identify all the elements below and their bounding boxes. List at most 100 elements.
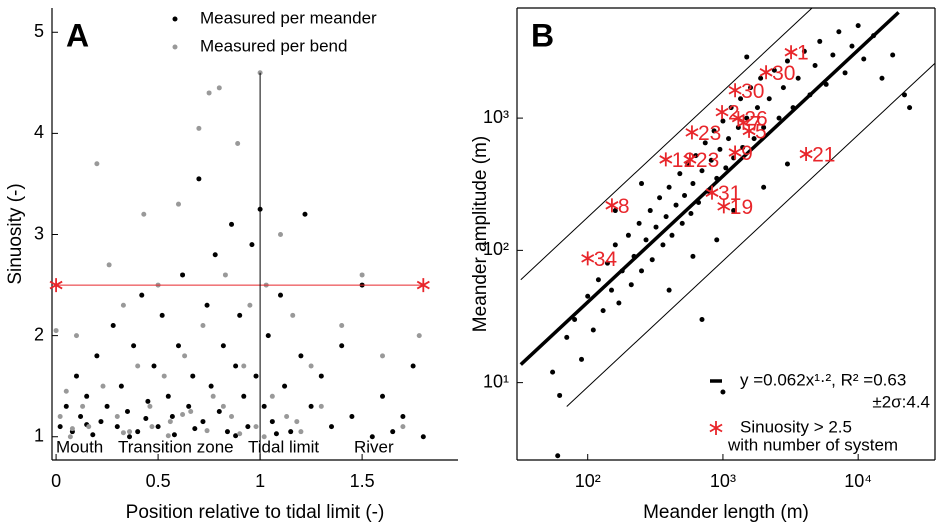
data-point	[143, 416, 149, 422]
data-point	[159, 312, 165, 318]
star-marker	[709, 421, 723, 435]
star-marker	[705, 185, 719, 200]
star-marker	[717, 199, 731, 214]
data-point	[751, 136, 757, 142]
data-point	[688, 210, 694, 216]
legend-label: Measured per meander	[200, 8, 377, 27]
x-tick-label: 10⁴	[844, 471, 872, 491]
system-label: 30	[772, 62, 795, 85]
star-marker	[605, 198, 619, 213]
data-point	[784, 161, 790, 167]
data-point	[141, 211, 147, 217]
star-marker	[728, 83, 742, 98]
legend-marker	[172, 44, 178, 50]
data-point	[269, 393, 275, 399]
data-point	[180, 411, 186, 417]
y-axis-title: Meander amplitude (m)	[470, 136, 491, 332]
data-point	[165, 393, 171, 399]
panel-label: B	[531, 17, 554, 53]
data-point	[220, 403, 226, 409]
data-point	[192, 426, 198, 432]
data-point	[241, 363, 247, 369]
data-point	[723, 165, 729, 171]
data-point	[241, 393, 247, 399]
data-point	[147, 403, 153, 409]
data-point	[631, 253, 637, 259]
data-point	[390, 429, 396, 435]
data-point	[754, 105, 760, 111]
data-point	[204, 302, 210, 308]
data-point	[801, 48, 807, 54]
system-label: 34	[594, 248, 618, 271]
data-point	[861, 56, 867, 62]
system-label: 2	[728, 102, 740, 125]
data-point	[110, 323, 116, 329]
x-tick-label: 1.5	[350, 471, 375, 491]
data-point	[714, 175, 720, 181]
data-point	[699, 168, 705, 174]
data-point	[94, 353, 100, 359]
data-point	[339, 323, 345, 329]
data-point	[165, 433, 171, 439]
legend-marker	[172, 16, 178, 22]
data-point	[196, 176, 202, 182]
data-point	[901, 92, 907, 98]
data-point	[550, 369, 556, 375]
data-point	[118, 383, 124, 389]
data-point	[807, 92, 813, 98]
data-point	[63, 388, 69, 394]
star-marker	[685, 125, 699, 140]
series-line	[520, 7, 813, 281]
data-point	[780, 85, 786, 91]
data-point	[261, 434, 267, 440]
data-point	[830, 52, 836, 58]
data-point	[171, 432, 177, 438]
data-point	[114, 424, 120, 430]
data-point	[298, 353, 304, 359]
data-point	[222, 272, 228, 278]
data-point	[294, 419, 300, 425]
data-point	[400, 424, 406, 430]
data-point	[579, 356, 585, 362]
data-point	[663, 214, 669, 220]
star-marker	[49, 278, 63, 293]
x-tick-label: 0.5	[146, 471, 171, 491]
data-point	[120, 430, 126, 436]
data-point	[702, 140, 708, 146]
data-point	[657, 195, 663, 201]
data-point	[636, 220, 642, 226]
data-point	[711, 128, 717, 134]
system-label: 21	[812, 144, 835, 167]
data-point	[817, 38, 823, 44]
data-point	[595, 277, 601, 283]
data-point	[318, 403, 324, 409]
data-point	[690, 181, 696, 187]
data-point	[836, 29, 842, 35]
y-tick-label: 10¹	[483, 371, 509, 391]
data-point	[57, 424, 63, 430]
data-point	[84, 393, 90, 399]
system-label: 30	[741, 80, 764, 103]
data-point	[210, 393, 216, 399]
x-axis-title: Meander length (m)	[643, 502, 809, 523]
data-point	[278, 292, 284, 298]
data-point	[572, 317, 578, 323]
system-label: 8	[618, 195, 630, 218]
data-point	[155, 424, 161, 430]
data-point	[776, 115, 782, 121]
data-point	[639, 181, 645, 187]
data-point	[167, 419, 173, 425]
data-point	[590, 327, 596, 333]
data-point	[823, 81, 829, 87]
data-point	[73, 373, 79, 379]
data-point	[643, 237, 649, 243]
legend-label: ±2σ:4.4	[872, 392, 930, 411]
data-point	[339, 343, 345, 349]
data-point	[380, 353, 386, 359]
data-point	[282, 383, 288, 389]
data-point	[235, 140, 241, 146]
data-point	[714, 237, 720, 243]
data-point	[135, 429, 141, 435]
system-label: 23	[696, 149, 719, 172]
data-point	[182, 353, 188, 359]
